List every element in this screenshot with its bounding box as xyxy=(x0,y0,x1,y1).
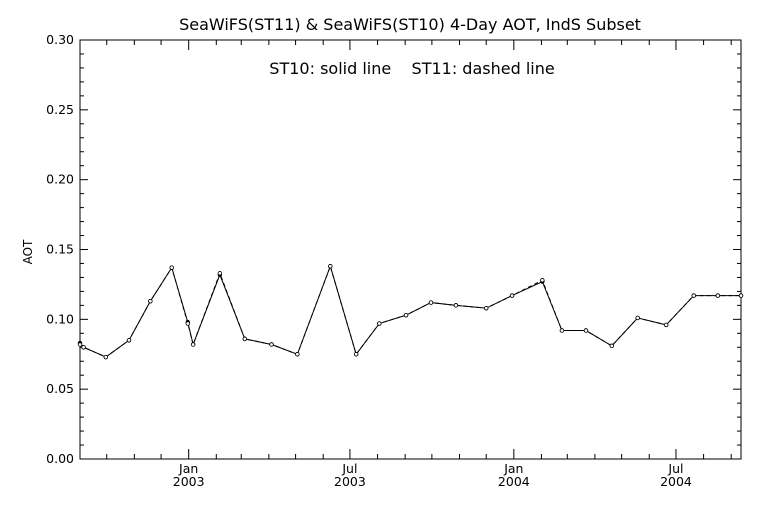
data-point-st11 xyxy=(428,300,434,305)
data-point-st11 xyxy=(663,322,669,328)
x-tick-month-label: Jan xyxy=(503,461,523,476)
data-point-st11 xyxy=(609,343,615,349)
data-point-st11 xyxy=(103,354,109,360)
data-point-st11 xyxy=(269,342,274,347)
series-line-st11 xyxy=(79,264,741,358)
data-point-st11 xyxy=(77,342,83,347)
data-point-st11 xyxy=(583,328,589,333)
data-point-st11 xyxy=(295,352,300,357)
y-tick-label: 0.20 xyxy=(46,172,74,187)
data-point-st11 xyxy=(484,305,489,311)
y-tick-label: 0.30 xyxy=(46,32,74,47)
data-point-st11 xyxy=(185,321,190,326)
x-tick-year-label: 2004 xyxy=(660,474,692,489)
y-axis-label: AOT xyxy=(21,239,35,264)
data-point-st11 xyxy=(81,345,86,350)
data-point-st11 xyxy=(453,303,459,308)
y-tick-label: 0.10 xyxy=(46,311,74,326)
series-line-st10 xyxy=(79,264,741,358)
x-tick-month-label: Jul xyxy=(667,461,683,476)
x-tick-month-label: Jul xyxy=(341,461,357,476)
data-point-st11 xyxy=(691,293,696,298)
data-point-st11 xyxy=(377,321,382,326)
y-tick-label: 0.00 xyxy=(46,451,74,466)
plot-frame xyxy=(79,39,742,460)
x-tick-year-label: 2003 xyxy=(334,474,366,489)
data-point-st11 xyxy=(353,352,359,357)
data-point-st11 xyxy=(148,298,153,304)
data-point-st11 xyxy=(169,265,174,270)
x-tick-year-label: 2003 xyxy=(173,474,205,489)
series-style-annotation: ST10: solid line ST11: dashed line xyxy=(269,59,554,78)
data-point-st11 xyxy=(126,338,132,343)
data-point-st11 xyxy=(540,278,545,283)
data-point-st11 xyxy=(403,312,409,318)
x-tick-month-label: Jan xyxy=(178,461,198,476)
data-point-st11 xyxy=(738,293,744,298)
data-point-st11 xyxy=(217,271,223,276)
y-tick-label: 0.25 xyxy=(46,102,74,117)
data-point-st11 xyxy=(635,315,640,321)
data-point-st11 xyxy=(242,336,248,342)
data-point-st11 xyxy=(509,293,515,298)
series-lines xyxy=(77,264,744,360)
y-tick-label: 0.05 xyxy=(46,381,74,396)
chart-title: SeaWiFS(ST11) & SeaWiFS(ST10) 4-Day AOT,… xyxy=(179,15,641,34)
y-tick-label: 0.15 xyxy=(46,242,74,257)
y-axis-ticks: 0.00 0.05 0.10 0.15 0.20 0.25 0.30 xyxy=(46,32,741,466)
x-tick-year-label: 2004 xyxy=(498,474,530,489)
data-point-st11 xyxy=(190,342,196,347)
data-point-st11 xyxy=(715,293,721,298)
data-point-st11 xyxy=(328,264,333,269)
data-point-st11 xyxy=(559,328,565,333)
